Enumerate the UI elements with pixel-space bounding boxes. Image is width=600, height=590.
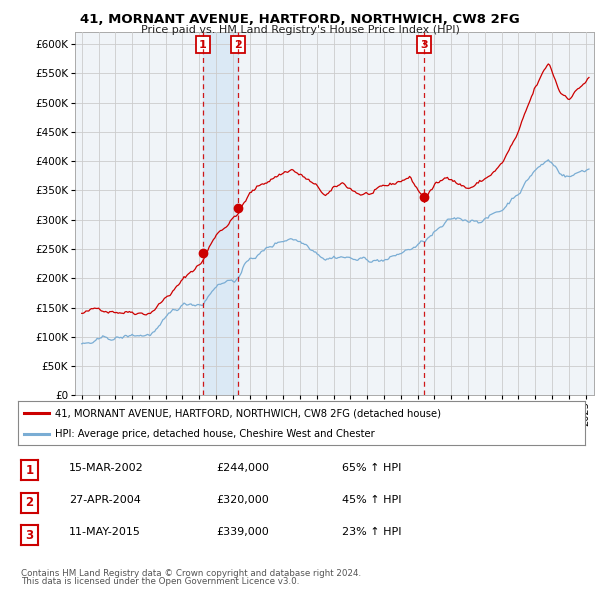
Text: £320,000: £320,000 (216, 495, 269, 505)
Text: 3: 3 (420, 40, 428, 50)
Text: 11-MAY-2015: 11-MAY-2015 (69, 527, 141, 537)
Text: 41, MORNANT AVENUE, HARTFORD, NORTHWICH, CW8 2FG: 41, MORNANT AVENUE, HARTFORD, NORTHWICH,… (80, 13, 520, 26)
Text: This data is licensed under the Open Government Licence v3.0.: This data is licensed under the Open Gov… (21, 578, 299, 586)
Text: 41, MORNANT AVENUE, HARTFORD, NORTHWICH, CW8 2FG (detached house): 41, MORNANT AVENUE, HARTFORD, NORTHWICH,… (55, 408, 441, 418)
Bar (203, 32, 238, 395)
Text: 15-MAR-2002: 15-MAR-2002 (69, 463, 144, 473)
Text: Price paid vs. HM Land Registry's House Price Index (HPI): Price paid vs. HM Land Registry's House … (140, 25, 460, 35)
Text: £339,000: £339,000 (216, 527, 269, 537)
Text: 1: 1 (25, 464, 34, 477)
Text: £244,000: £244,000 (216, 463, 269, 473)
Text: 45% ↑ HPI: 45% ↑ HPI (342, 495, 401, 505)
Text: 23% ↑ HPI: 23% ↑ HPI (342, 527, 401, 537)
Text: 1: 1 (199, 40, 206, 50)
Text: 65% ↑ HPI: 65% ↑ HPI (342, 463, 401, 473)
Text: Contains HM Land Registry data © Crown copyright and database right 2024.: Contains HM Land Registry data © Crown c… (21, 569, 361, 578)
Text: 3: 3 (25, 529, 34, 542)
Text: 27-APR-2004: 27-APR-2004 (69, 495, 141, 505)
Text: 2: 2 (235, 40, 242, 50)
Text: HPI: Average price, detached house, Cheshire West and Chester: HPI: Average price, detached house, Ches… (55, 428, 374, 438)
Text: 2: 2 (25, 496, 34, 509)
